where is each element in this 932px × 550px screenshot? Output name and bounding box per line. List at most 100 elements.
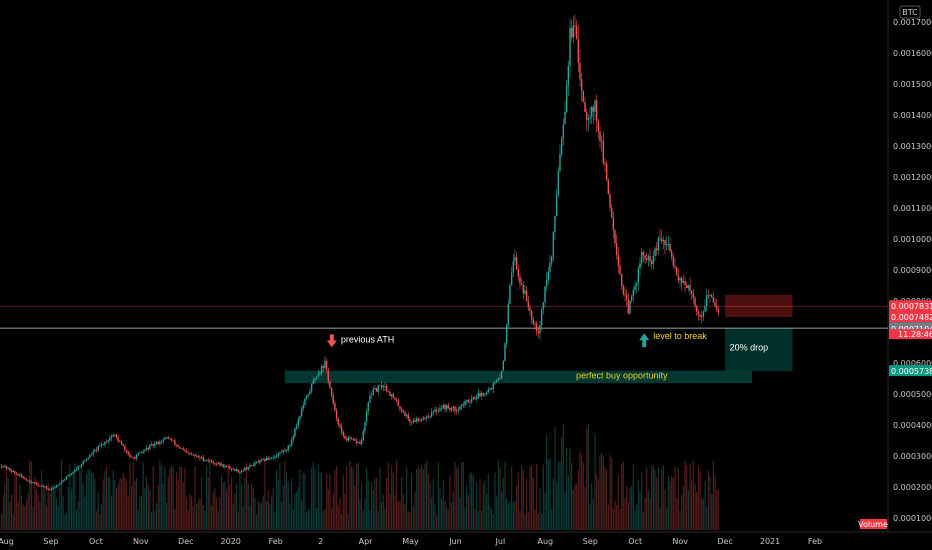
volume-bar: [552, 478, 554, 530]
price-badge-box: [889, 322, 932, 334]
volume-bar: [359, 498, 361, 530]
volume-bar: [320, 472, 323, 530]
candle-body: [599, 131, 601, 142]
volume-bar: [486, 493, 488, 530]
candle-body: [310, 383, 313, 392]
volume-bar: [567, 475, 569, 530]
volume-bar: [351, 466, 353, 530]
candle-body: [120, 442, 123, 445]
volume-bar: [72, 470, 74, 530]
volume-bar: [474, 508, 476, 530]
price-badge-box: [889, 311, 932, 323]
volume-bar: [624, 498, 626, 530]
volume-bar: [42, 483, 44, 530]
candle-body: [704, 305, 706, 312]
volume-bar: [701, 498, 703, 530]
candle-body: [195, 455, 198, 457]
candle-body: [34, 482, 36, 484]
candle-body: [582, 90, 585, 102]
candle-body: [465, 399, 468, 401]
volume-bar: [596, 474, 598, 530]
volume-bar: [287, 481, 289, 530]
candle-body: [630, 295, 633, 301]
candle-body: [200, 457, 203, 459]
candle-body: [457, 409, 459, 411]
volume-bar: [439, 488, 441, 530]
volume-bar: [60, 460, 63, 530]
candle-body: [249, 465, 251, 468]
volume-bar: [195, 504, 198, 530]
volume-bar: [516, 485, 518, 530]
y-tick-label: 0.00060000: [893, 359, 932, 368]
volume-bar: [616, 505, 618, 530]
candle-body: [335, 410, 338, 419]
candle-body: [229, 466, 231, 469]
volume-bar: [426, 461, 428, 530]
candle-body: [27, 480, 29, 482]
candle-body: [344, 435, 346, 439]
volume-bar: [376, 477, 378, 530]
volume-bar: [9, 501, 11, 530]
x-tick-label: Sep: [583, 537, 598, 546]
candle-body: [372, 389, 374, 395]
candle-body: [184, 450, 186, 451]
candle-body: [460, 404, 463, 407]
price-badge: 0.00057388: [891, 367, 932, 376]
volume-bar: [546, 434, 548, 530]
volume-bar: [357, 463, 359, 530]
candle-body: [509, 285, 511, 305]
volume-bar: [451, 502, 453, 530]
candle-body: [675, 266, 678, 276]
volume-bar: [416, 469, 418, 530]
volume-bar: [566, 447, 568, 530]
candle-body: [435, 409, 438, 412]
candle-body: [154, 443, 156, 446]
volume-bar: [122, 472, 124, 530]
candle-body: [210, 460, 213, 462]
candle-body: [424, 417, 426, 419]
volume-bar: [371, 481, 373, 530]
candle-body: [612, 217, 615, 231]
volume-bar: [20, 495, 23, 530]
candle-body: [711, 295, 713, 298]
candle-body: [375, 388, 378, 392]
candle-body: [590, 106, 593, 118]
candle-body: [235, 469, 238, 471]
volume-bar: [207, 477, 209, 530]
candle-body: [679, 277, 681, 281]
candle-body: [707, 295, 710, 297]
candle-body: [455, 410, 458, 412]
volume-bar: [170, 465, 173, 530]
candle-body: [72, 472, 74, 474]
candle-body: [194, 454, 196, 457]
volume-bar: [125, 480, 128, 530]
volume-bar: [184, 468, 186, 530]
price-badge-box: [889, 300, 932, 312]
candle-body: [69, 474, 71, 476]
volume-bar: [447, 509, 449, 530]
candle-body: [614, 230, 616, 244]
candle-body: [479, 393, 481, 397]
volume-bar: [512, 501, 514, 530]
candle-body: [29, 480, 31, 483]
volume-bar: [339, 497, 341, 530]
candle-body: [672, 256, 675, 266]
candle-body: [99, 445, 101, 447]
candle-body: [285, 449, 288, 451]
volume-bar: [140, 496, 143, 530]
candle-body: [382, 386, 384, 388]
volume-bar: [74, 462, 76, 530]
candle-body: [102, 444, 104, 446]
candle-body: [452, 406, 454, 408]
volume-bar: [611, 458, 613, 530]
volume-bar: [234, 493, 236, 530]
candle-body: [337, 418, 339, 425]
candle-body: [425, 416, 428, 419]
volume-bar: [706, 506, 708, 530]
volume-bar: [4, 484, 6, 530]
candle-body: [112, 434, 114, 437]
volume-bar: [382, 494, 384, 530]
candle-body: [105, 441, 108, 443]
candle-body: [82, 461, 84, 465]
